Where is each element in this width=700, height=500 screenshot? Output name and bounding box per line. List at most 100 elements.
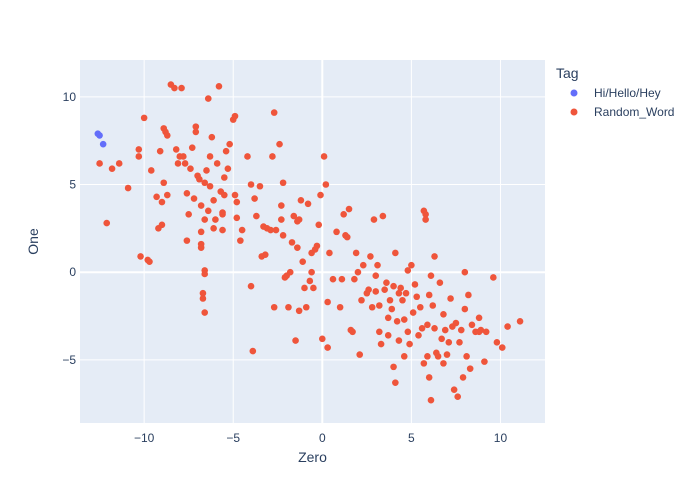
data-point (408, 261, 415, 269)
data-point (343, 233, 351, 241)
data-point (295, 307, 303, 315)
legend-marker (570, 89, 578, 97)
data-point (440, 310, 447, 318)
data-point (317, 191, 324, 199)
data-point (137, 253, 144, 260)
data-point (270, 109, 278, 116)
data-point (187, 165, 194, 173)
y-tick-label: −5 (62, 353, 76, 367)
data-point (124, 184, 132, 192)
data-point (372, 288, 380, 295)
data-point (383, 279, 390, 287)
data-point (213, 160, 221, 167)
data-point (233, 214, 241, 222)
data-point (188, 144, 196, 151)
data-point (356, 351, 364, 358)
data-point (219, 226, 226, 234)
data-point (322, 181, 330, 188)
legend-label[interactable]: Random_Word (594, 105, 674, 119)
legend-label[interactable]: Hi/Hello/Hey (594, 86, 661, 100)
data-point (208, 133, 216, 141)
data-point (201, 216, 209, 223)
y-tick-label: 10 (63, 90, 77, 104)
data-point (438, 335, 445, 343)
data-point (171, 84, 178, 92)
data-point (237, 237, 244, 244)
data-point (415, 332, 422, 339)
data-point (302, 303, 310, 311)
data-point (180, 153, 187, 160)
data-point (135, 153, 143, 160)
data-point (457, 326, 465, 334)
data-point (156, 147, 164, 155)
data-point (153, 193, 160, 201)
data-point (459, 374, 467, 381)
data-point (183, 189, 191, 197)
data-point (516, 317, 524, 325)
data-point (197, 244, 205, 251)
data-point (206, 153, 214, 160)
data-point (249, 347, 257, 355)
data-point (326, 249, 333, 257)
data-point (251, 195, 258, 202)
data-point (288, 239, 296, 246)
data-point (418, 325, 426, 332)
x-tick-label: −5 (226, 431, 240, 445)
data-point (192, 123, 200, 130)
data-point (466, 365, 474, 372)
data-point (270, 303, 278, 311)
data-point (286, 268, 294, 276)
data-point (436, 279, 444, 287)
data-point (201, 270, 209, 278)
data-point (413, 293, 421, 301)
data-point (279, 179, 287, 187)
data-point (351, 275, 358, 283)
data-point (96, 160, 103, 167)
data-point (393, 317, 401, 325)
data-point (210, 196, 217, 204)
x-tick-label: 10 (494, 431, 508, 445)
data-point (434, 353, 442, 360)
data-point (424, 353, 431, 360)
y-axis-title: One (25, 228, 41, 255)
data-point (386, 296, 394, 304)
data-point (158, 198, 166, 206)
data-point (374, 261, 381, 269)
data-point (349, 328, 356, 336)
data-point (313, 242, 321, 250)
data-point (340, 211, 347, 218)
data-point (206, 182, 214, 190)
data-point (196, 175, 203, 183)
data-point (445, 339, 453, 346)
data-points (94, 81, 524, 404)
data-point (381, 286, 388, 294)
data-point (204, 95, 212, 102)
data-point (301, 284, 308, 292)
data-point (336, 303, 344, 311)
data-point (422, 211, 429, 218)
data-point (324, 344, 331, 351)
data-point (370, 216, 378, 223)
x-tick-label: −10 (134, 431, 155, 445)
data-point (461, 268, 469, 276)
legend-title: Tag (556, 65, 579, 81)
data-point (297, 196, 305, 204)
data-point (406, 340, 413, 348)
data-point (185, 211, 192, 218)
data-point (318, 335, 326, 343)
data-point (443, 351, 451, 358)
data-point (422, 216, 429, 223)
data-point (425, 291, 433, 299)
data-point (440, 360, 447, 367)
data-point (481, 358, 488, 365)
data-point (108, 165, 116, 173)
data-point (278, 216, 285, 223)
y-tick-label: 0 (69, 265, 76, 279)
x-tick-label: 5 (408, 431, 415, 445)
data-point (299, 258, 307, 265)
data-point (397, 284, 404, 292)
data-point (267, 226, 274, 234)
data-point (219, 211, 226, 218)
data-point (253, 212, 260, 220)
